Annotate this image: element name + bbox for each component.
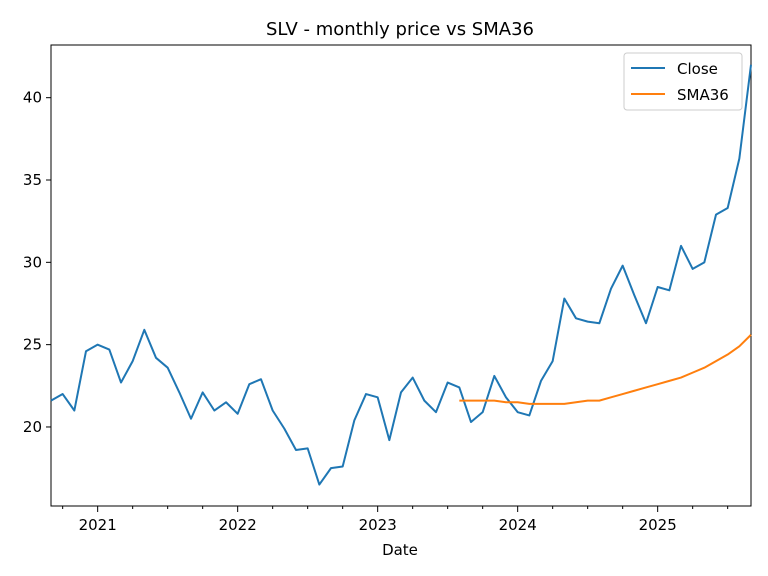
x-tick-label: 2025 xyxy=(639,516,677,534)
series-layer xyxy=(50,64,752,486)
x-tick-label: 2022 xyxy=(219,516,257,534)
x-axis-label: Date xyxy=(382,541,418,559)
x-axis: 2021 2022 2023 2024 2025 xyxy=(62,506,729,534)
y-axis: 20 25 30 35 40 xyxy=(23,89,51,436)
y-tick-label: 30 xyxy=(23,253,42,271)
y-tick-label: 40 xyxy=(23,89,42,107)
x-tick-label: 2021 xyxy=(79,516,117,534)
legend-label-sma36: SMA36 xyxy=(677,86,729,104)
x-tick-label: 2024 xyxy=(499,516,537,534)
series-line-sma36 xyxy=(459,334,752,405)
legend-label-close: Close xyxy=(677,60,718,78)
series-line-close xyxy=(50,64,752,486)
chart-title: SLV - monthly price vs SMA36 xyxy=(266,19,534,40)
y-tick-label: 25 xyxy=(23,336,42,354)
y-tick-label: 20 xyxy=(23,418,42,436)
plot-frame xyxy=(50,44,752,507)
x-tick-label: 2023 xyxy=(359,516,397,534)
legend: Close SMA36 xyxy=(623,52,743,111)
y-tick-label: 35 xyxy=(23,171,42,189)
